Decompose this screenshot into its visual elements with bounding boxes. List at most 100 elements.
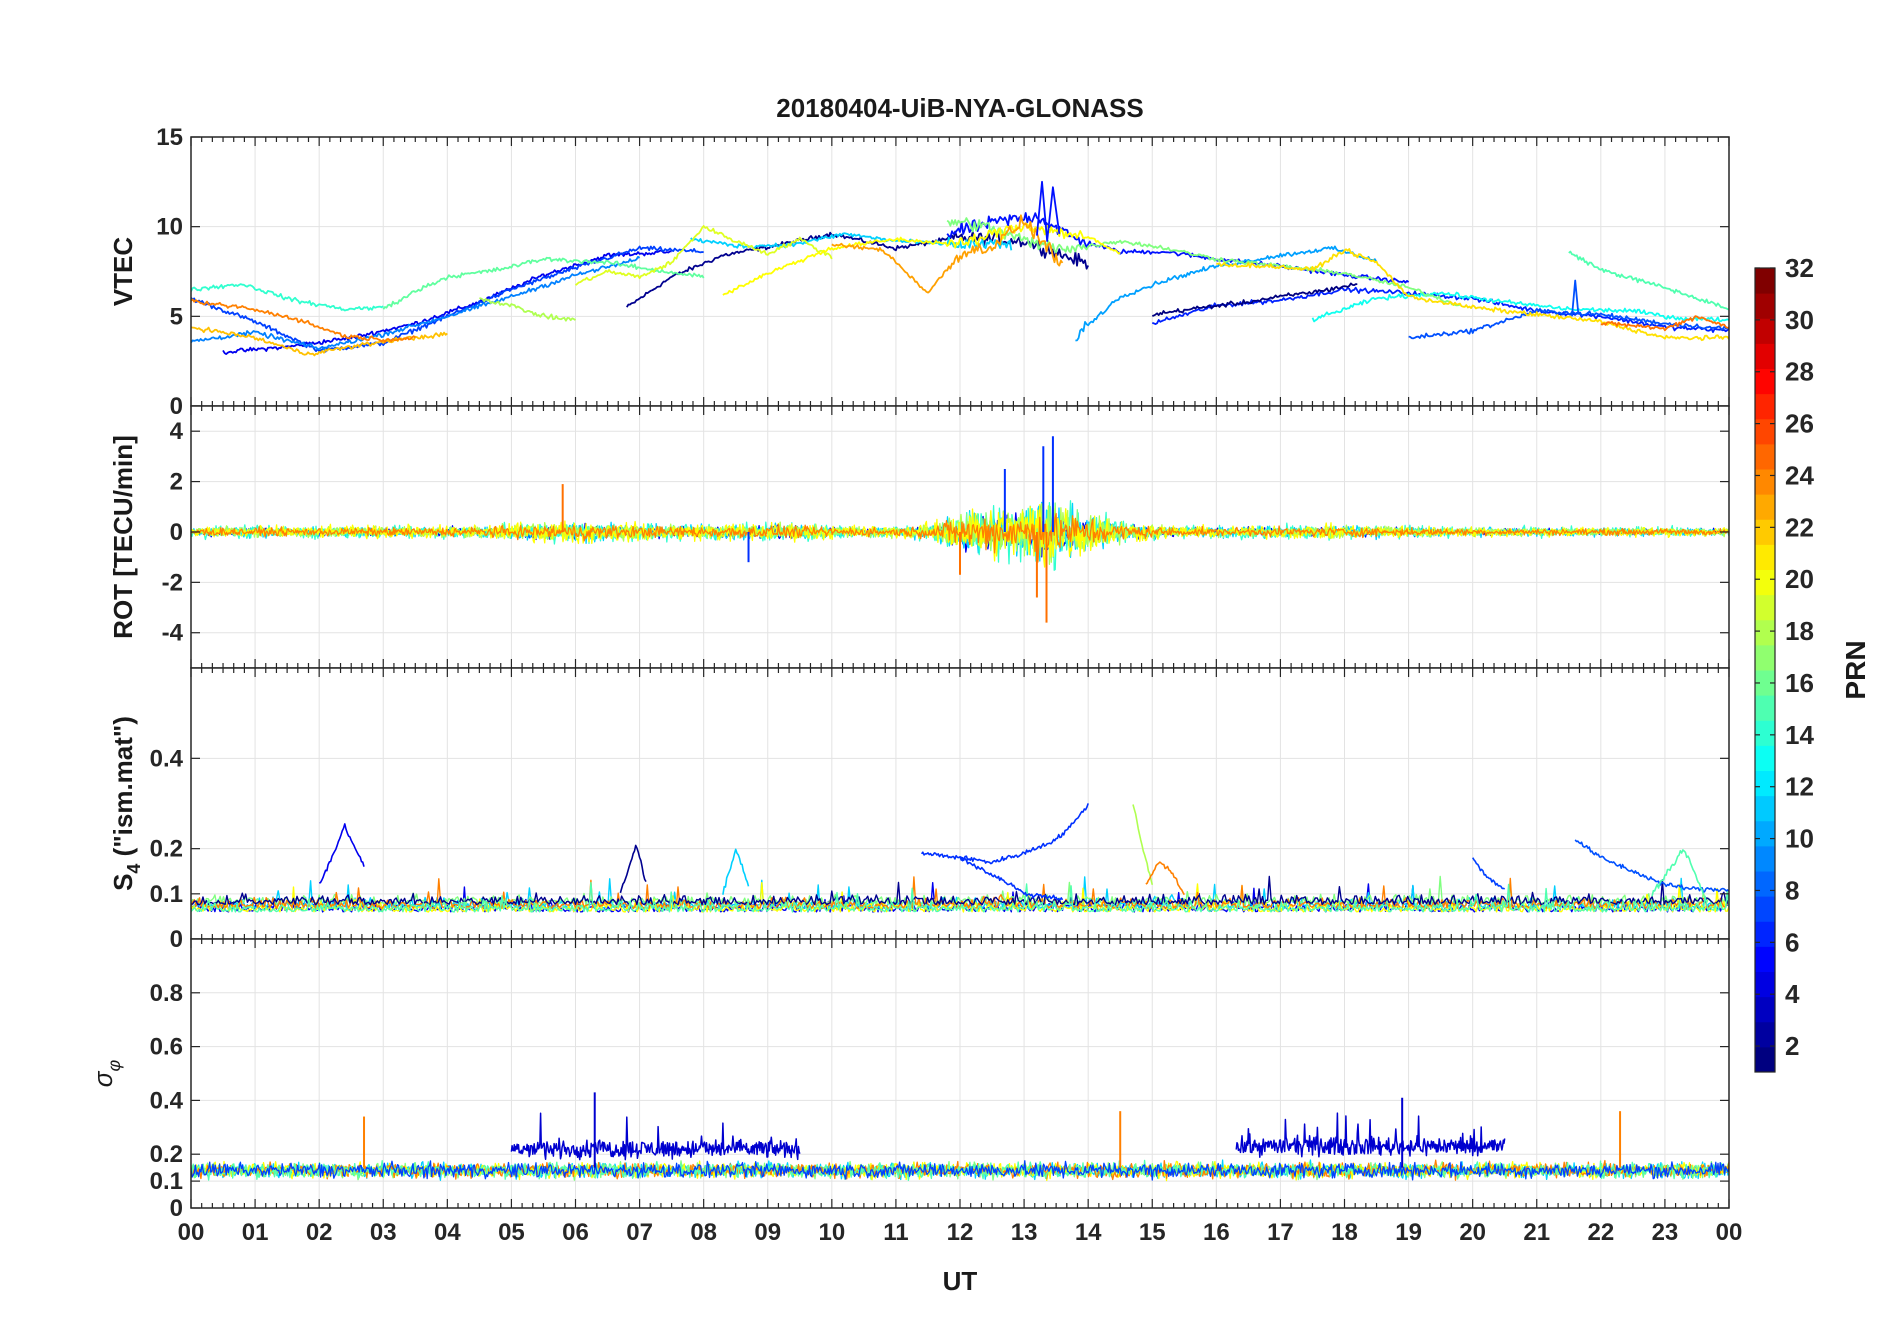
colorbar-cell [1755,1046,1775,1073]
colorbar-cell [1755,519,1775,545]
colorbar-cell [1755,745,1775,771]
s4-series-6 [191,882,1729,913]
x-ticks [190,406,1730,668]
sigma-enhanced-1 [1235,1112,1506,1158]
s4-feature-4 [1472,857,1505,890]
series-line-prn-18 [479,297,576,322]
colorbar-cell [1755,820,1775,847]
series-line-prn-5 [1152,286,1729,334]
colorbar-cell [1755,921,1775,947]
series-line-prn-16 [382,256,705,310]
series-line-prn-21 [1216,248,1729,342]
y-label-sub: φ [104,1060,124,1072]
y-tick-label: 0 [170,1195,183,1222]
series-group [191,436,1729,623]
colorbar-tick-label: 18 [1785,616,1814,646]
s4-feature-9 [1651,849,1705,897]
x-tick-label: 21 [1523,1219,1550,1246]
y-tick-label: 0 [170,393,183,420]
x-tick-label: 03 [370,1219,397,1246]
colorbar-tick-label: 10 [1785,824,1814,854]
y-tick-label: 0.6 [150,1034,183,1061]
series-group [191,180,1729,357]
chart-title: 20180404-UiB-NYA-GLONASS [776,93,1144,123]
colorbar-label: PRN [1840,640,1871,699]
s4-feature-5 [1132,804,1154,885]
colorbar-cell [1755,368,1775,395]
x-tick-label: 10 [818,1219,845,1246]
colorbar-cell [1755,946,1775,972]
x-tick-label: 23 [1652,1219,1679,1246]
x-axis-label: UT [943,1266,978,1296]
series-line-prn-3 [946,212,1410,284]
x-tick-label: 12 [947,1219,974,1246]
y-tick-label: 2 [170,469,183,496]
colorbar-tick-label: 12 [1785,772,1814,802]
y-tick-label: 0.1 [150,881,183,908]
colorbar-cell [1755,770,1775,797]
colorbar-tick-label: 24 [1785,460,1814,490]
y-tick-label: 10 [156,214,183,241]
colorbar-cell [1755,569,1775,596]
colorbar-tick-label: 2 [1785,1031,1799,1061]
colorbar-cell [1755,494,1775,520]
series-line-prn-12 [690,232,1013,251]
colorbar-cell [1755,293,1775,319]
sigma-enhanced-0 [510,1112,801,1161]
x-tick-label: 04 [434,1219,461,1246]
series-line-prn-4 [222,249,672,356]
colorbar-cell [1755,594,1775,621]
y-axis-label: ROT [TECU/min] [108,435,138,639]
colorbar-cell [1755,871,1775,897]
y-ticks: 00.10.2 0.4 0.6 0.8 [150,980,1729,1222]
y-axis-label: S4 ("ism.mat") [108,716,144,891]
series-line-prn-25 [1600,315,1729,332]
x-tick-label: 14 [1075,1219,1102,1246]
colorbar-tick-label: 28 [1785,357,1814,387]
s4-feature-0 [319,823,365,884]
series-line-prn-13 [1311,291,1729,323]
colorbar-tick-label: 16 [1785,668,1814,698]
colorbar-cell [1755,795,1775,822]
colorbar-cell [1755,619,1775,646]
s4-feature-7 [722,848,750,895]
panel-sigma_phi: 00.10.2 0.4 0.6 0.8 σφ 00 01 02 03 04 05 06 07 08 09 10… [88,938,1742,1246]
y-axis-label: σφ [88,1060,124,1088]
series-group [191,1092,1729,1182]
colorbar-cell [1755,393,1775,420]
x-ticks [190,939,1730,1208]
y-ticks: 0 0.1 0.2 0.4 [150,745,1729,953]
colorbar-cell [1755,1021,1775,1048]
y-label-main: σ [88,1070,118,1087]
y-tick-label: 0.4 [150,745,184,772]
x-tick-label: 17 [1267,1219,1294,1246]
x-tick-label: 20 [1459,1219,1486,1246]
sigma-series-5 [191,1160,1729,1181]
y-tick-label: 0.1 [150,1168,183,1195]
series-line-prn-1 [1152,282,1358,317]
colorbar-tick-label: 30 [1785,305,1814,335]
s4-feature-8 [619,844,647,894]
colorbar-cell [1755,971,1775,998]
x-tick-label: 06 [562,1219,589,1246]
y-label-rest: ("ism.mat") [108,716,138,863]
vtec-spike-2 [1571,279,1580,317]
series-line-prn-14 [191,283,384,312]
x-tick-label: 16 [1203,1219,1230,1246]
vtec-spike [1036,180,1061,242]
colorbar-cell [1755,845,1775,872]
x-ticks [190,137,1730,406]
colorbar-cell [1755,469,1775,495]
s4-series-5 [191,875,1729,906]
x-tick-label: 11 [883,1219,908,1246]
panel-s4: 00.10.20.4S4 ("ism.mat") [108,667,1730,953]
colorbar-cell [1755,544,1775,570]
x-tick-label: 22 [1587,1219,1614,1246]
colorbar-tick-label: 6 [1785,927,1799,957]
y-tick-label: 5 [170,303,183,330]
colorbar-tick-label: 22 [1785,512,1814,542]
series-line-prn-24 [191,298,416,344]
s4-feature-6 [1145,861,1185,896]
